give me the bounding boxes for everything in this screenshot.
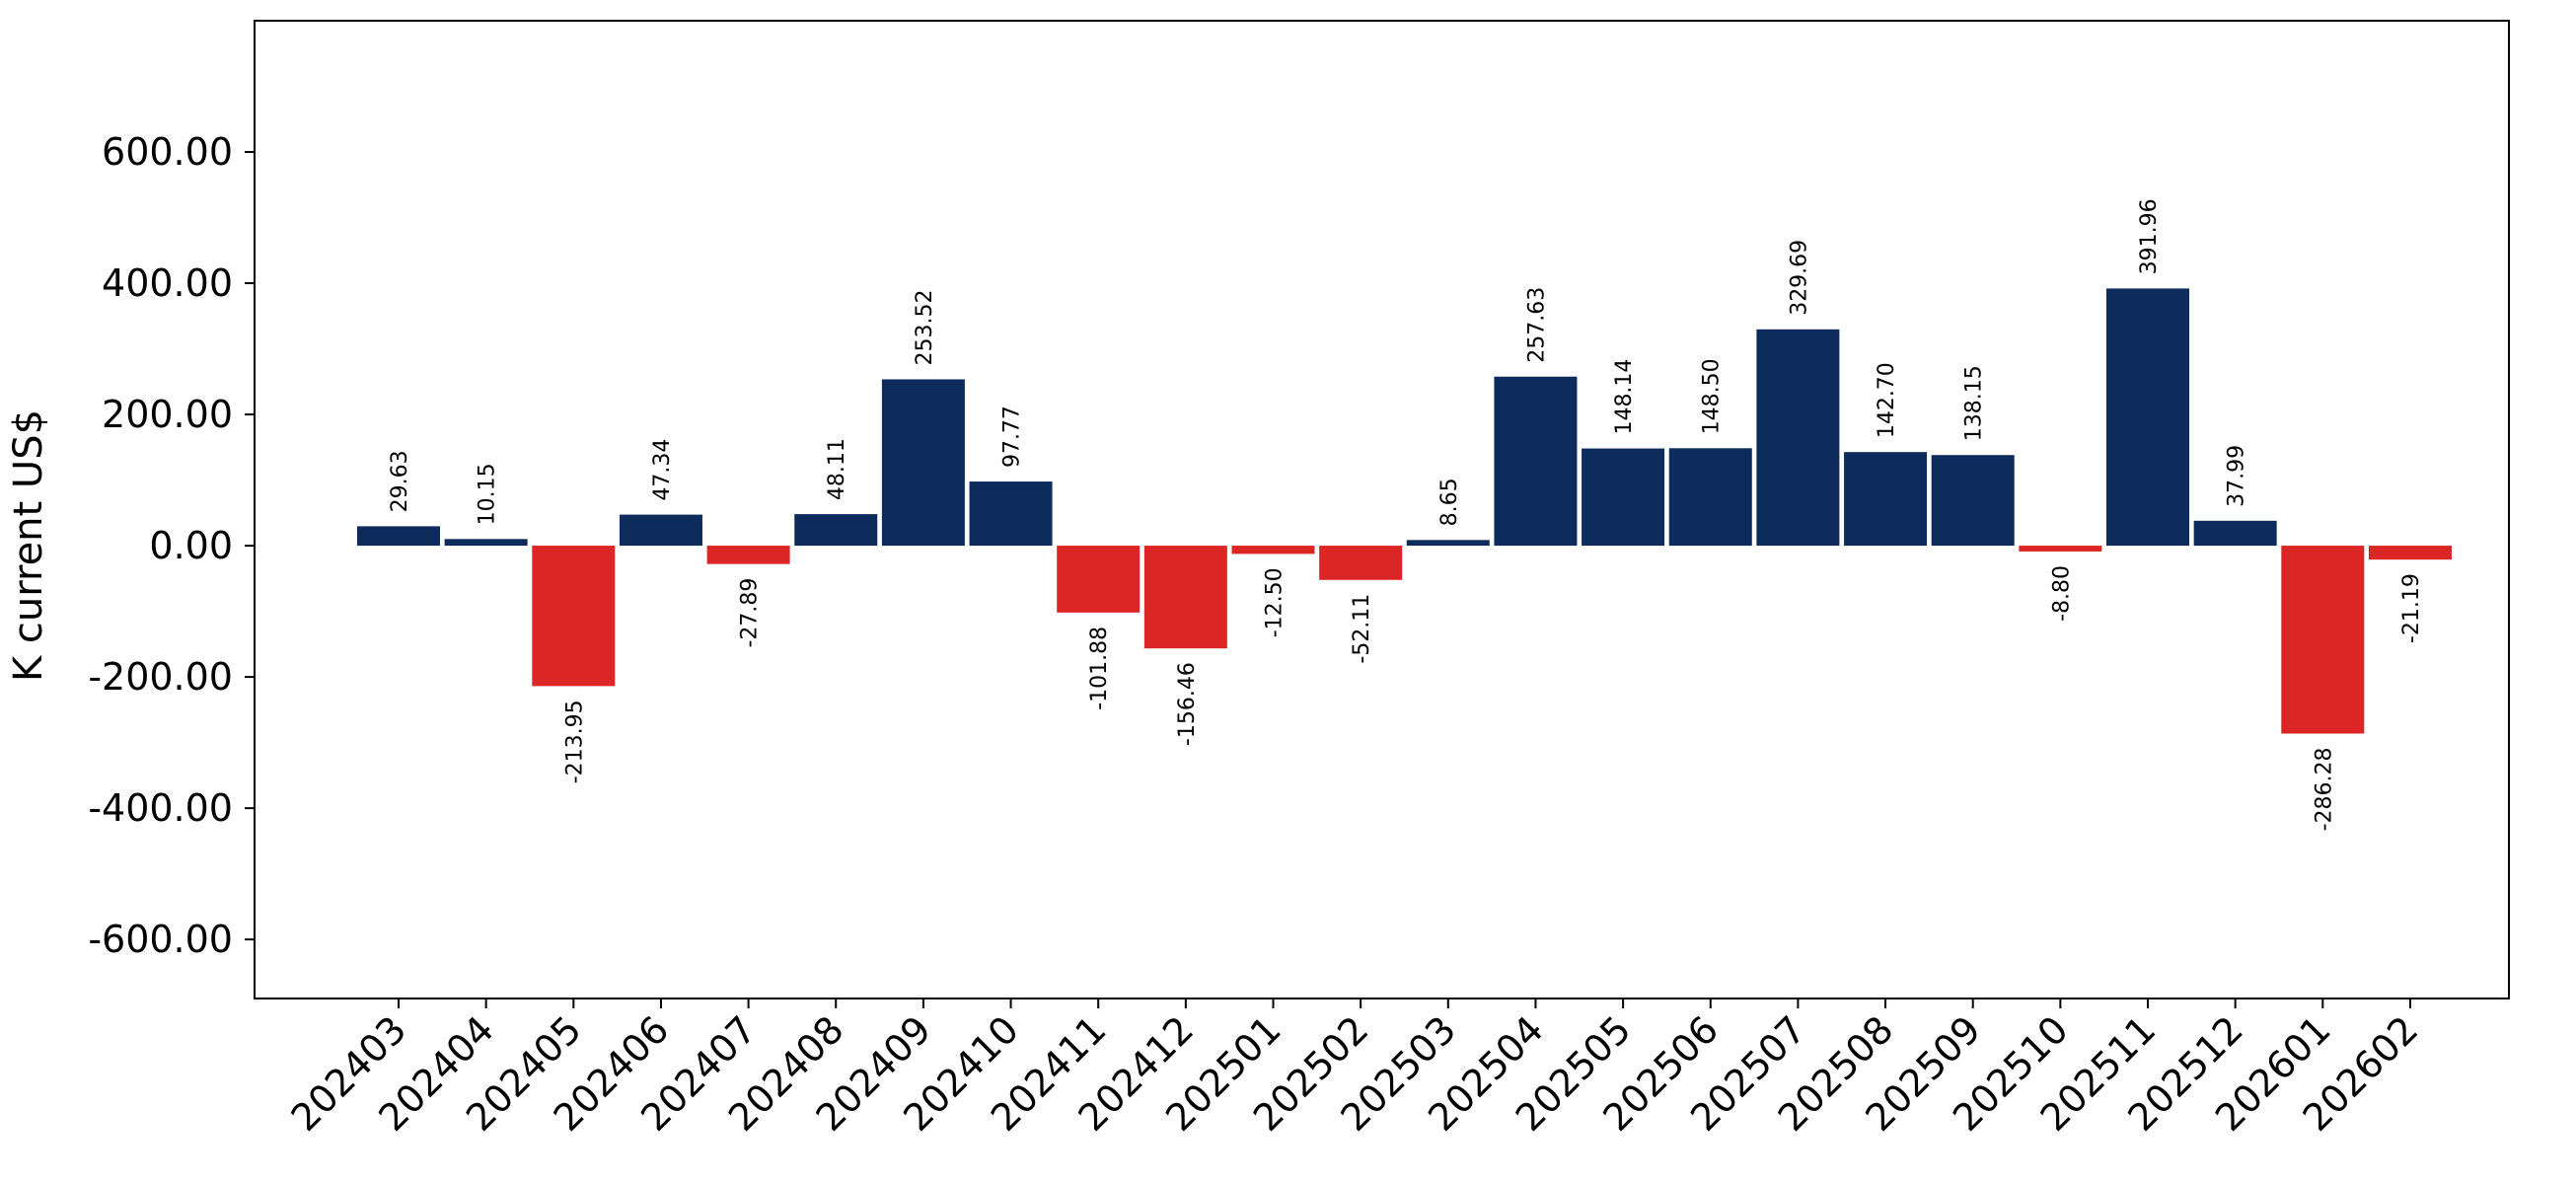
data-label-202504: 257.63 <box>1524 287 1549 363</box>
data-label-202602: -21.19 <box>2399 573 2424 643</box>
bar-202512 <box>2193 520 2277 547</box>
data-label-202404: 10.15 <box>476 463 500 525</box>
data-label-202410: 97.77 <box>1000 406 1025 468</box>
bar-202602 <box>2368 546 2452 560</box>
bar-202509 <box>1931 455 2015 547</box>
bar-202406 <box>619 514 702 547</box>
bar-202510 <box>2019 546 2102 552</box>
bar-202601 <box>2281 546 2365 734</box>
bar-202506 <box>1668 448 1752 547</box>
bar-202503 <box>1406 540 1490 547</box>
bar-202412 <box>1143 546 1227 649</box>
bar-202409 <box>881 379 965 547</box>
bar-202504 <box>1494 376 1578 547</box>
data-label-202510: -8.80 <box>2049 565 2074 622</box>
y-tick-label: 600.00 <box>102 130 233 174</box>
data-label-202405: -213.95 <box>562 700 587 783</box>
y-tick-label: -400.00 <box>88 786 233 830</box>
bar-202505 <box>1582 448 1665 547</box>
data-label-202511: 391.96 <box>2137 198 2162 274</box>
data-label-202502: -52.11 <box>1350 594 1374 664</box>
data-label-202505: 148.14 <box>1612 359 1637 435</box>
bar-202501 <box>1231 546 1315 555</box>
bar-202502 <box>1319 546 1403 580</box>
bar-202405 <box>532 546 616 687</box>
data-label-202411: -101.88 <box>1087 627 1112 710</box>
bar-202410 <box>969 481 1053 547</box>
data-label-202503: 8.65 <box>1437 478 1462 526</box>
bar-202404 <box>444 539 528 547</box>
data-label-202501: -12.50 <box>1263 567 1288 637</box>
data-label-202506: 148.50 <box>1700 358 1725 434</box>
bar-202411 <box>1057 546 1141 613</box>
data-label-202508: 142.70 <box>1875 362 1899 438</box>
data-label-202407: -27.89 <box>738 578 763 648</box>
bar-202407 <box>706 546 790 564</box>
y-tick-label: -600.00 <box>88 918 233 961</box>
bar-202511 <box>2106 288 2189 547</box>
data-label-202507: 329.69 <box>1787 240 1811 316</box>
y-tick-label: -200.00 <box>88 655 233 699</box>
data-label-202408: 48.11 <box>825 438 849 500</box>
data-label-202409: 253.52 <box>913 289 937 365</box>
y-axis-title: K current US$ <box>6 409 51 682</box>
data-label-202512: 37.99 <box>2225 445 2249 507</box>
y-tick-label: 0.00 <box>149 524 233 567</box>
y-tick-label: 200.00 <box>102 393 233 436</box>
data-label-202406: 47.34 <box>650 439 675 501</box>
bar-202403 <box>357 526 440 547</box>
data-label-202403: 29.63 <box>388 450 412 512</box>
y-tick-label: 400.00 <box>102 261 233 305</box>
data-label-202601: -286.28 <box>2312 747 2336 831</box>
plot-area-frame <box>254 20 2510 999</box>
bar-202408 <box>794 514 878 547</box>
bar-202507 <box>1756 329 1840 547</box>
data-label-202412: -156.46 <box>1175 662 1200 746</box>
data-label-202509: 138.15 <box>1962 365 1987 441</box>
bar-202508 <box>1844 452 1928 547</box>
